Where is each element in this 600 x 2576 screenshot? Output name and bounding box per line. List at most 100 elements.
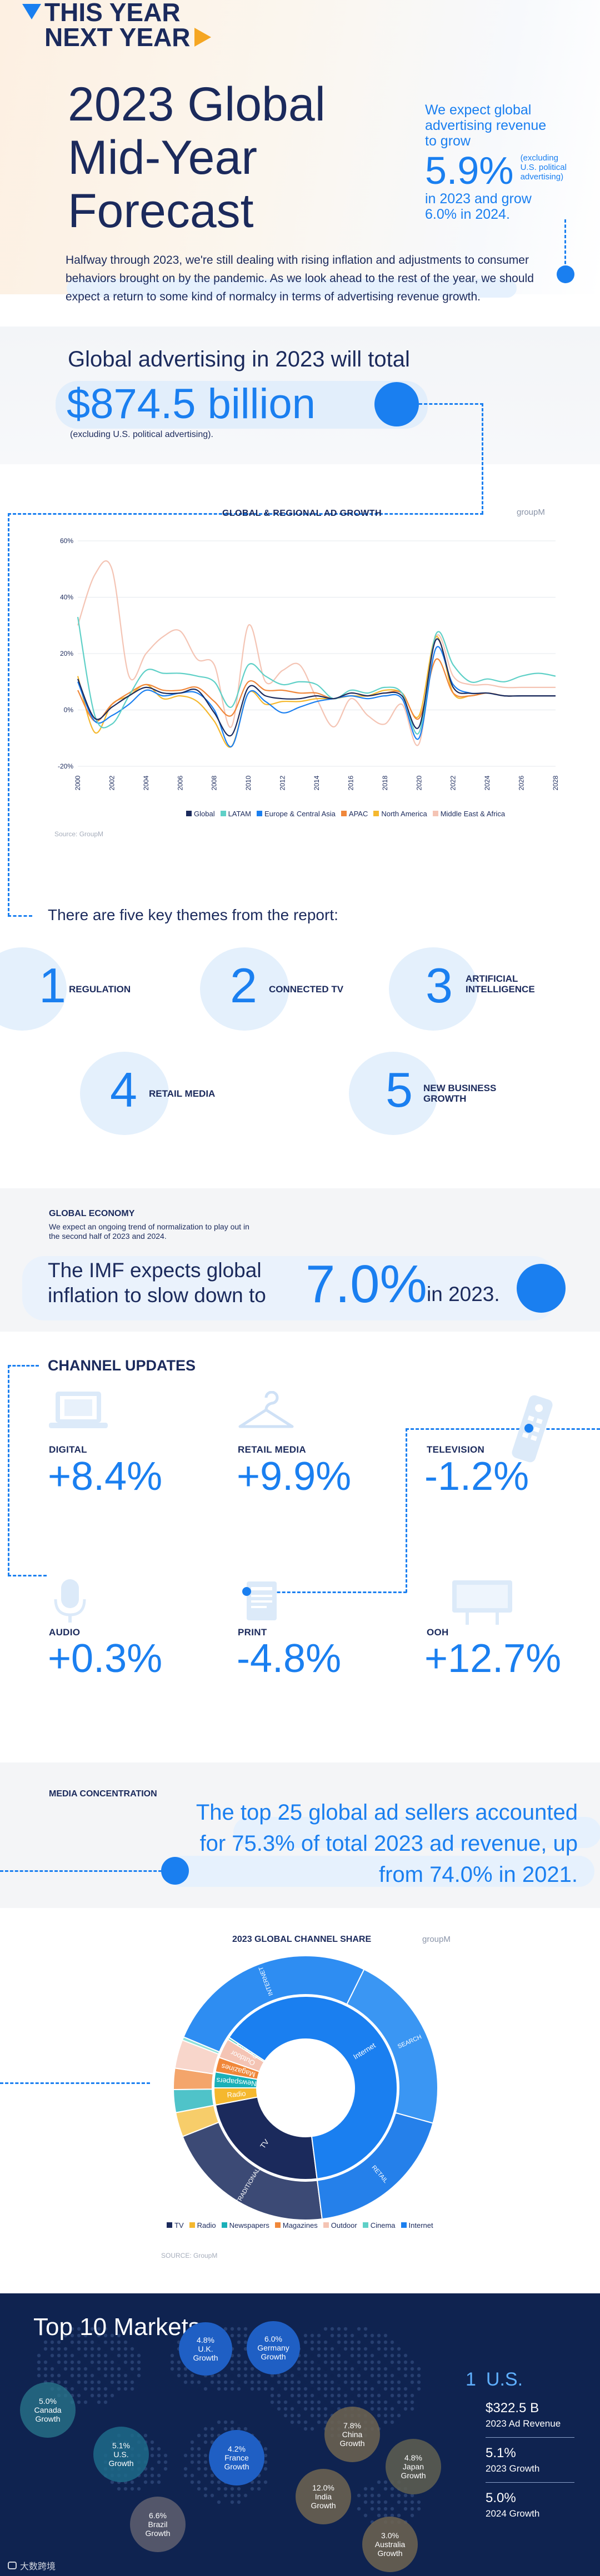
market-india[interactable]: 12.0% India Growth bbox=[296, 2469, 351, 2524]
map-dot bbox=[263, 2460, 268, 2464]
map-dot bbox=[37, 2373, 41, 2378]
map-dot bbox=[230, 2487, 234, 2491]
map-dot bbox=[363, 2347, 368, 2351]
side-value: 5.9% bbox=[425, 149, 514, 192]
map-dot bbox=[223, 2487, 228, 2491]
map-dot bbox=[197, 2467, 201, 2471]
market-australia-value: 3.0% bbox=[381, 2531, 399, 2540]
map-dot bbox=[230, 2327, 234, 2331]
map-dot bbox=[263, 2447, 268, 2451]
map-dot bbox=[390, 2413, 394, 2418]
market-india-name: India bbox=[314, 2492, 332, 2501]
market-japan[interactable]: 4.8% Japan Growth bbox=[386, 2439, 441, 2494]
map-dot bbox=[237, 2353, 241, 2358]
page-title: 2023 Global Mid-Year Forecast bbox=[68, 78, 326, 238]
market-canada[interactable]: 5.0% Canada Growth bbox=[20, 2382, 76, 2438]
map-dot bbox=[110, 2360, 114, 2364]
map-dot bbox=[317, 2420, 321, 2424]
channel-retail-label: RETAIL MEDIA bbox=[238, 1444, 306, 1455]
map-dot bbox=[57, 2347, 61, 2351]
map-dot bbox=[70, 2340, 74, 2344]
map-dot bbox=[303, 2407, 308, 2411]
connector-chart-bottom bbox=[8, 915, 32, 917]
market-brazil[interactable]: 6.6% Brazil Growth bbox=[130, 2497, 186, 2552]
map-dot bbox=[243, 2427, 248, 2431]
map-dot bbox=[337, 2333, 341, 2338]
map-dot bbox=[77, 2347, 81, 2351]
side-intro: We expect global advertising revenue to … bbox=[425, 102, 547, 149]
map-dot bbox=[150, 2453, 154, 2458]
channel-print-value: -4.8% bbox=[237, 1636, 342, 1681]
map-dot bbox=[237, 2367, 241, 2371]
map-dot bbox=[417, 2367, 421, 2371]
map-dot bbox=[230, 2420, 234, 2424]
economy-value: 7.0% bbox=[306, 1254, 427, 1314]
microphone-icon bbox=[54, 1579, 86, 1623]
map-dot bbox=[317, 2340, 321, 2344]
market-germany[interactable]: 6.0% Germany Growth bbox=[247, 2321, 300, 2374]
legend-label: Magazines bbox=[282, 2221, 318, 2229]
map-dot bbox=[303, 2400, 308, 2404]
market-france[interactable]: 4.2% France Growth bbox=[209, 2430, 264, 2485]
map-dot bbox=[410, 2373, 414, 2378]
map-dot bbox=[123, 2373, 128, 2378]
map-dot bbox=[370, 2340, 374, 2344]
legend-item: Middle East & Africa bbox=[432, 810, 505, 818]
map-dot bbox=[203, 2473, 208, 2478]
map-dot bbox=[263, 2387, 268, 2391]
map-dot bbox=[97, 2347, 101, 2351]
map-dot bbox=[243, 2367, 248, 2371]
map-dot bbox=[377, 2480, 381, 2484]
map-dot bbox=[150, 2440, 154, 2444]
map-dot bbox=[150, 2467, 154, 2471]
theme-2-circle: 2 bbox=[200, 947, 289, 1031]
map-dot bbox=[297, 2393, 301, 2398]
map-dot bbox=[277, 2393, 281, 2398]
market-uk[interactable]: 4.8% U.K. Growth bbox=[179, 2322, 232, 2376]
map-dot bbox=[383, 2487, 388, 2491]
growth-chart-legend: Global LATAM Europe & Central Asia APAC Nort… bbox=[186, 809, 586, 819]
map-dot bbox=[357, 2387, 361, 2391]
market-australia[interactable]: 3.0% Australia Growth bbox=[362, 2517, 418, 2572]
map-dot bbox=[290, 2407, 294, 2411]
market-us-name: U.S. bbox=[113, 2450, 129, 2459]
market-china[interactable]: 7.8% China Growth bbox=[324, 2407, 380, 2462]
detail-divider-1 bbox=[486, 2437, 574, 2438]
map-dot bbox=[363, 2333, 368, 2338]
hanger-icon bbox=[238, 1391, 294, 1428]
map-dot bbox=[310, 2360, 314, 2364]
market-us[interactable]: 5.1% U.S. Growth bbox=[93, 2427, 149, 2482]
triangle-down-icon bbox=[22, 4, 41, 19]
market-uk-name: U.K. bbox=[198, 2344, 213, 2353]
market-australia-suffix: Growth bbox=[377, 2549, 403, 2558]
map-dot bbox=[410, 2507, 414, 2511]
y-tick-label: 0% bbox=[64, 706, 74, 714]
map-dot bbox=[357, 2347, 361, 2351]
map-dot bbox=[283, 2407, 288, 2411]
map-dot bbox=[117, 2367, 121, 2371]
map-dot bbox=[217, 2420, 221, 2424]
map-dot bbox=[90, 2387, 94, 2391]
concentration-text: The top 25 global ad sellers accounted f… bbox=[196, 1800, 578, 1887]
map-dot bbox=[417, 2387, 421, 2391]
remote-dot bbox=[524, 1424, 533, 1433]
map-dot bbox=[410, 2360, 414, 2364]
map-dot bbox=[317, 2400, 321, 2404]
map-dot bbox=[350, 2347, 354, 2351]
map-dot bbox=[297, 2400, 301, 2404]
legend-item: North America bbox=[373, 810, 427, 818]
map-dot bbox=[183, 2380, 188, 2384]
market-japan-suffix: Growth bbox=[401, 2471, 426, 2480]
map-dot bbox=[397, 2367, 401, 2371]
map-dot bbox=[217, 2380, 221, 2384]
map-dot bbox=[110, 2480, 114, 2484]
map-dot bbox=[130, 2387, 134, 2391]
map-dot bbox=[190, 2453, 194, 2458]
market-detail-rank: 1 bbox=[466, 2369, 476, 2390]
map-dot bbox=[117, 2347, 121, 2351]
map-dot bbox=[303, 2427, 308, 2431]
map-dot bbox=[243, 2327, 248, 2331]
economy-dot bbox=[517, 1264, 566, 1313]
map-dot bbox=[77, 2333, 81, 2338]
map-dot bbox=[117, 2333, 121, 2338]
